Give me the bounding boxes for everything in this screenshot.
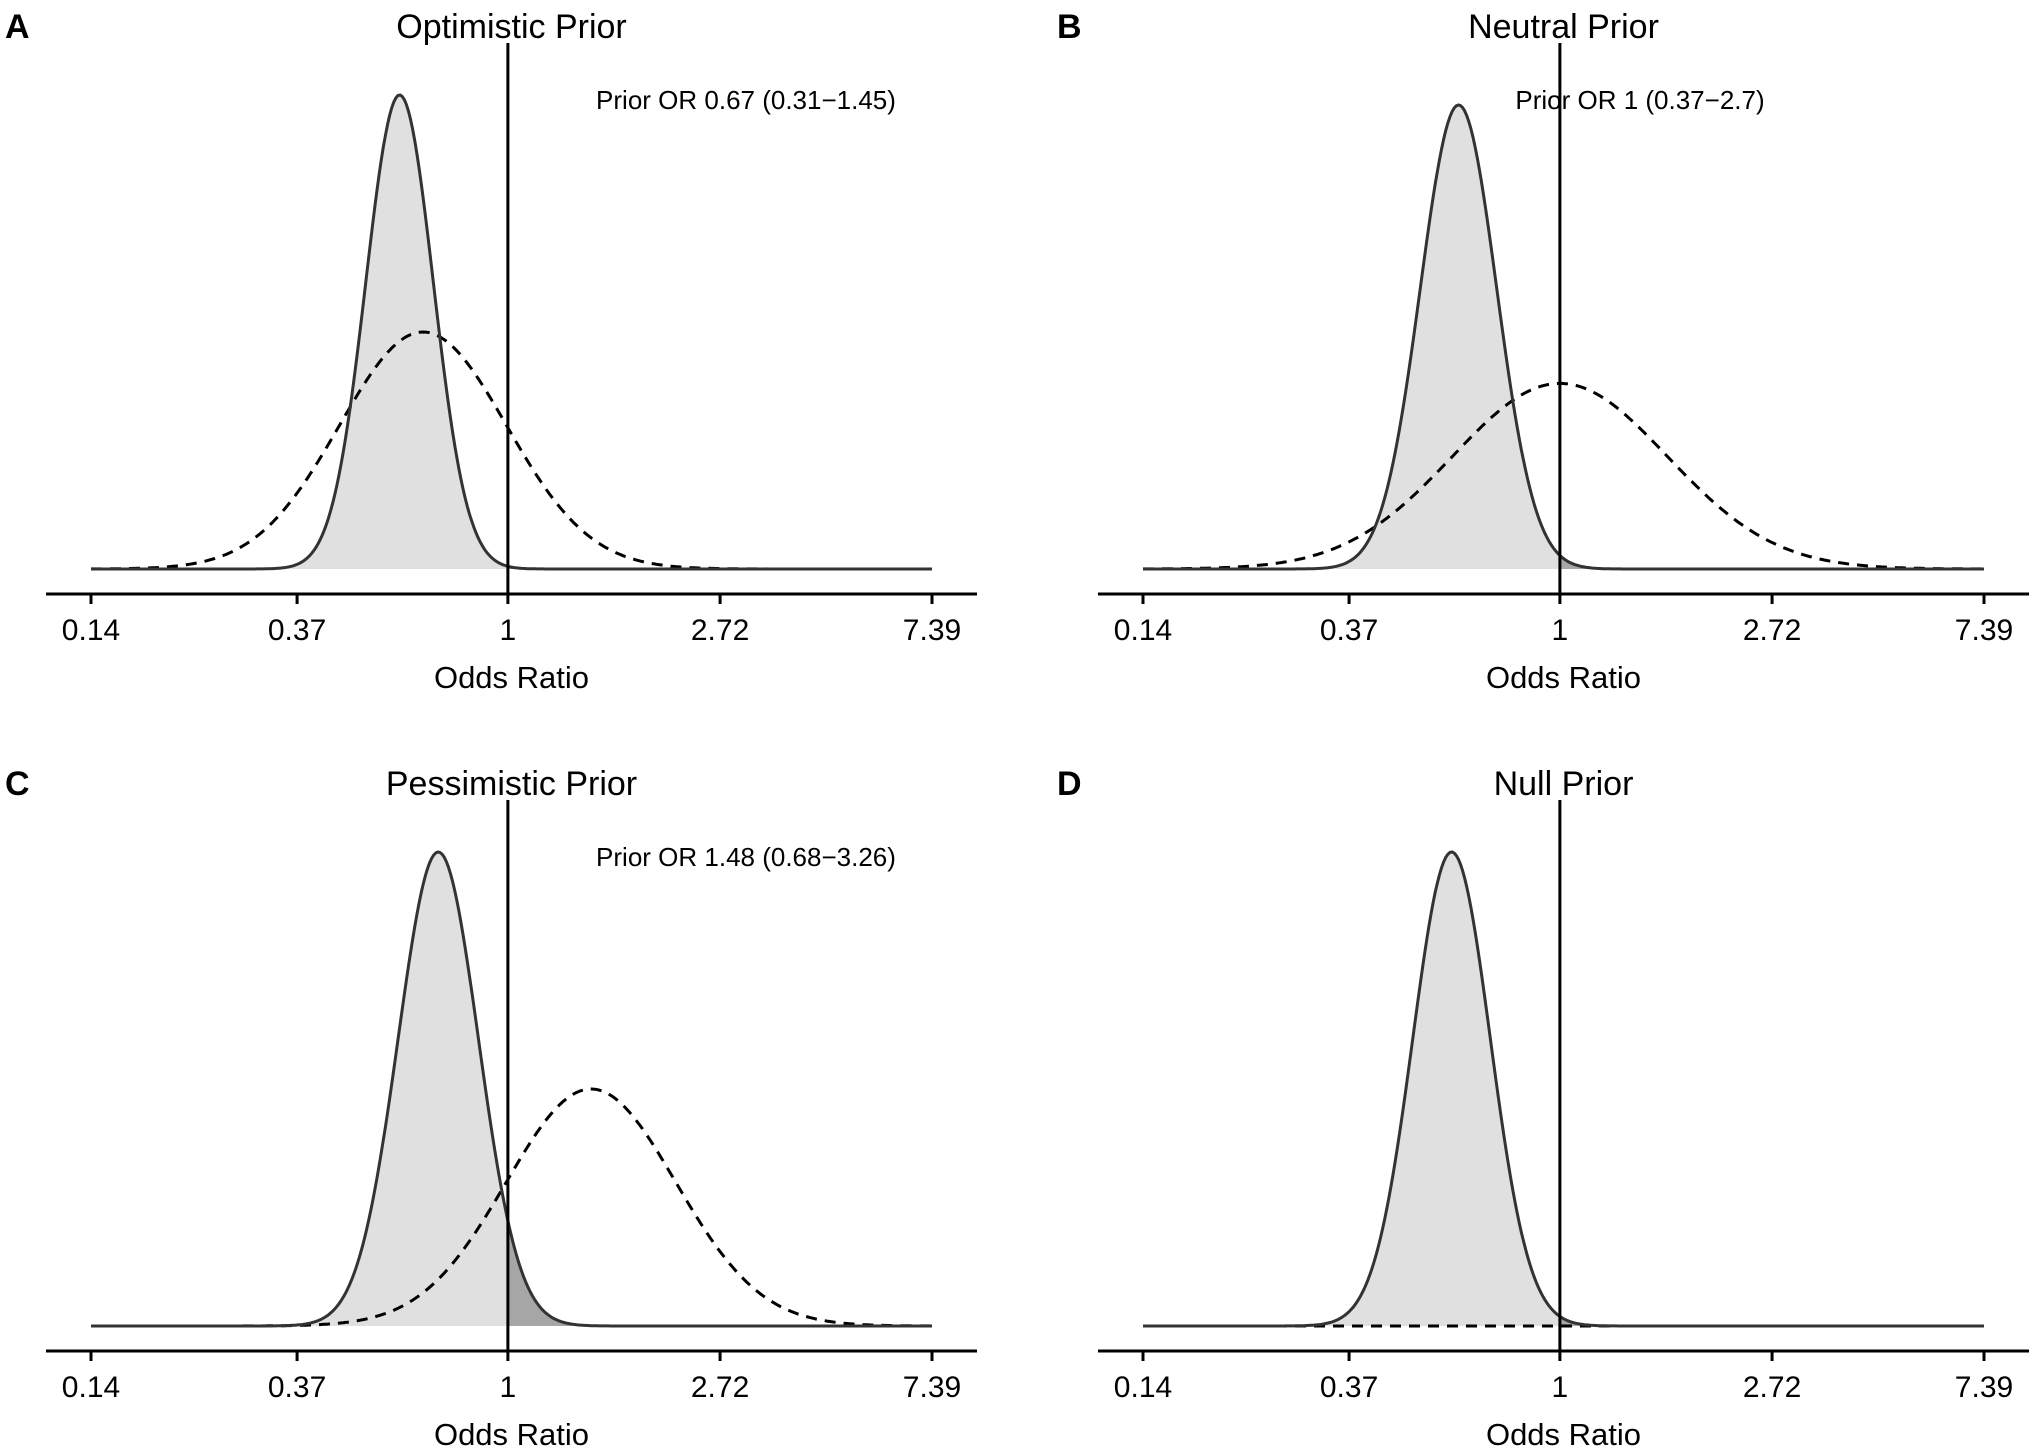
x-tick-label: 7.39 (1955, 1371, 2013, 1404)
posterior-area (91, 852, 508, 1326)
prior-density-line (1143, 381, 1984, 571)
x-tick-label: 0.14 (62, 1371, 120, 1404)
x-tick-label: 2.72 (1743, 614, 1801, 647)
x-tick-label: 0.37 (1320, 1371, 1378, 1404)
x-tick-label: 0.14 (1114, 614, 1172, 647)
panel-c: 0.14 0.37 1 2.72 7.39 Odds Ratio C Pessimistic … (5, 765, 977, 1448)
x-axis-title: Odds Ratio (1486, 660, 1641, 695)
prior-annotation: Prior OR 0.67 (0.31−1.45) (596, 85, 896, 115)
x-tick-label: 0.37 (268, 1371, 326, 1404)
x-tick-label: 1 (500, 614, 517, 647)
x-tick-label: 1 (1552, 1371, 1569, 1404)
x-tick-label: 1 (1552, 614, 1569, 647)
x-tick-label: 2.72 (691, 614, 749, 647)
posterior-area (1143, 852, 1560, 1326)
x-tick-label: 2.72 (1743, 1371, 1801, 1404)
posterior-area (91, 95, 508, 569)
x-tick-label: 7.39 (903, 614, 961, 647)
posterior-density-line (1143, 103, 1984, 571)
x-tick-label: 2.72 (691, 1371, 749, 1404)
panel-letter: B (1057, 8, 1082, 46)
panel-letter: C (5, 765, 30, 803)
posterior-density-line (91, 93, 932, 571)
panel-letter: D (1057, 765, 1082, 803)
x-axis-title: Odds Ratio (1486, 1417, 1641, 1448)
prior-annotation: Prior OR 1.48 (0.68−3.26) (596, 842, 896, 872)
x-tick-label: 0.37 (1320, 614, 1378, 647)
x-tick-label: 7.39 (903, 1371, 961, 1404)
panel-title: Pessimistic Prior (386, 765, 637, 803)
posterior-area (1143, 105, 1560, 569)
panel-title: Optimistic Prior (396, 8, 626, 46)
panel-b: 0.14 0.37 1 2.72 7.39 Odds Ratio B Neutral Prio… (1057, 8, 2029, 695)
x-tick-label: 0.14 (62, 614, 120, 647)
posterior-density-line (1143, 850, 1984, 1328)
x-tick-label: 1 (500, 1371, 517, 1404)
x-tick-label: 0.14 (1114, 1371, 1172, 1404)
x-axis-title: Odds Ratio (434, 1417, 589, 1448)
x-tick-label: 0.37 (268, 614, 326, 647)
panel-title: Neutral Prior (1468, 8, 1659, 46)
x-axis-title: Odds Ratio (434, 660, 589, 695)
prior-density-line (91, 330, 932, 571)
posterior-density-line (91, 850, 932, 1328)
posterior-tail-area (507, 1220, 932, 1326)
panel-d: 0.14 0.37 1 2.72 7.39 Odds Ratio D Null Prior (1057, 765, 2029, 1448)
panel-letter: A (5, 8, 30, 46)
panel-a: 0.14 0.37 1 2.72 7.39 Odds Ratio A Optimistic P… (5, 8, 977, 695)
x-tick-label: 7.39 (1955, 614, 2013, 647)
panel-title: Null Prior (1494, 765, 1634, 803)
prior-annotation: Prior OR 1 (0.37−2.7) (1515, 85, 1764, 115)
